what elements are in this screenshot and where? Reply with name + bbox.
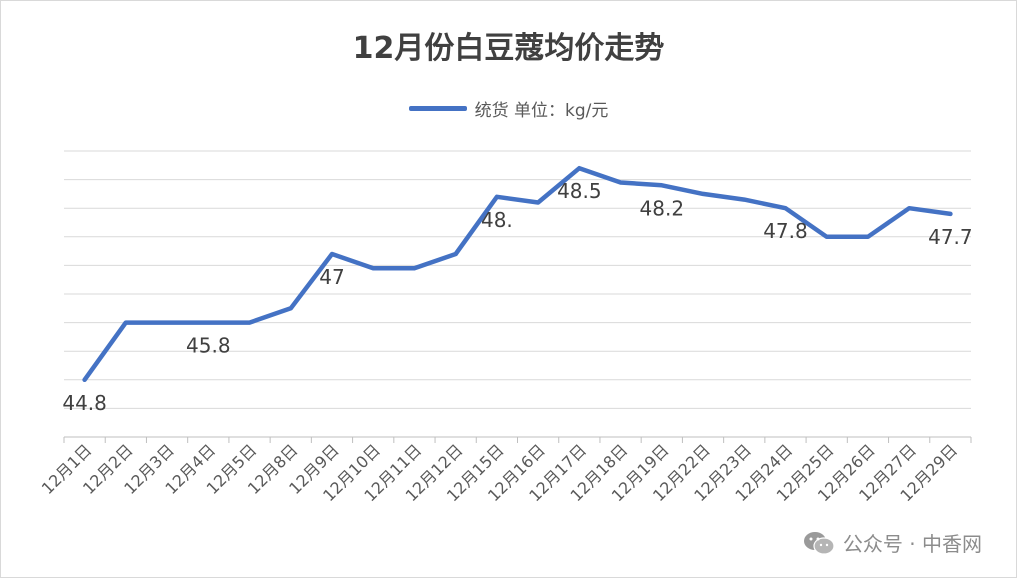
chart-title: 12月份白豆蔻均价走势 xyxy=(352,31,665,66)
data-label: 44.8 xyxy=(62,391,107,415)
data-label: 47 xyxy=(319,265,344,289)
data-label: 45.8 xyxy=(186,334,231,358)
data-label: 48.2 xyxy=(640,196,685,220)
wechat-icon xyxy=(803,531,835,555)
legend-label: 统货 单位：kg/元 xyxy=(474,101,609,121)
watermark: 公众号 · 中香网 xyxy=(803,528,982,557)
series-line xyxy=(82,165,953,383)
data-label: 48. xyxy=(481,208,513,232)
data-label: 47.7 xyxy=(928,225,973,249)
chart-legend: 统货 单位：kg/元 xyxy=(1,96,1016,121)
data-label: 47.8 xyxy=(763,219,808,243)
legend-swatch xyxy=(408,106,467,111)
watermark-text: 公众号 · 中香网 xyxy=(842,532,982,556)
data-label: 48.5 xyxy=(557,179,602,203)
